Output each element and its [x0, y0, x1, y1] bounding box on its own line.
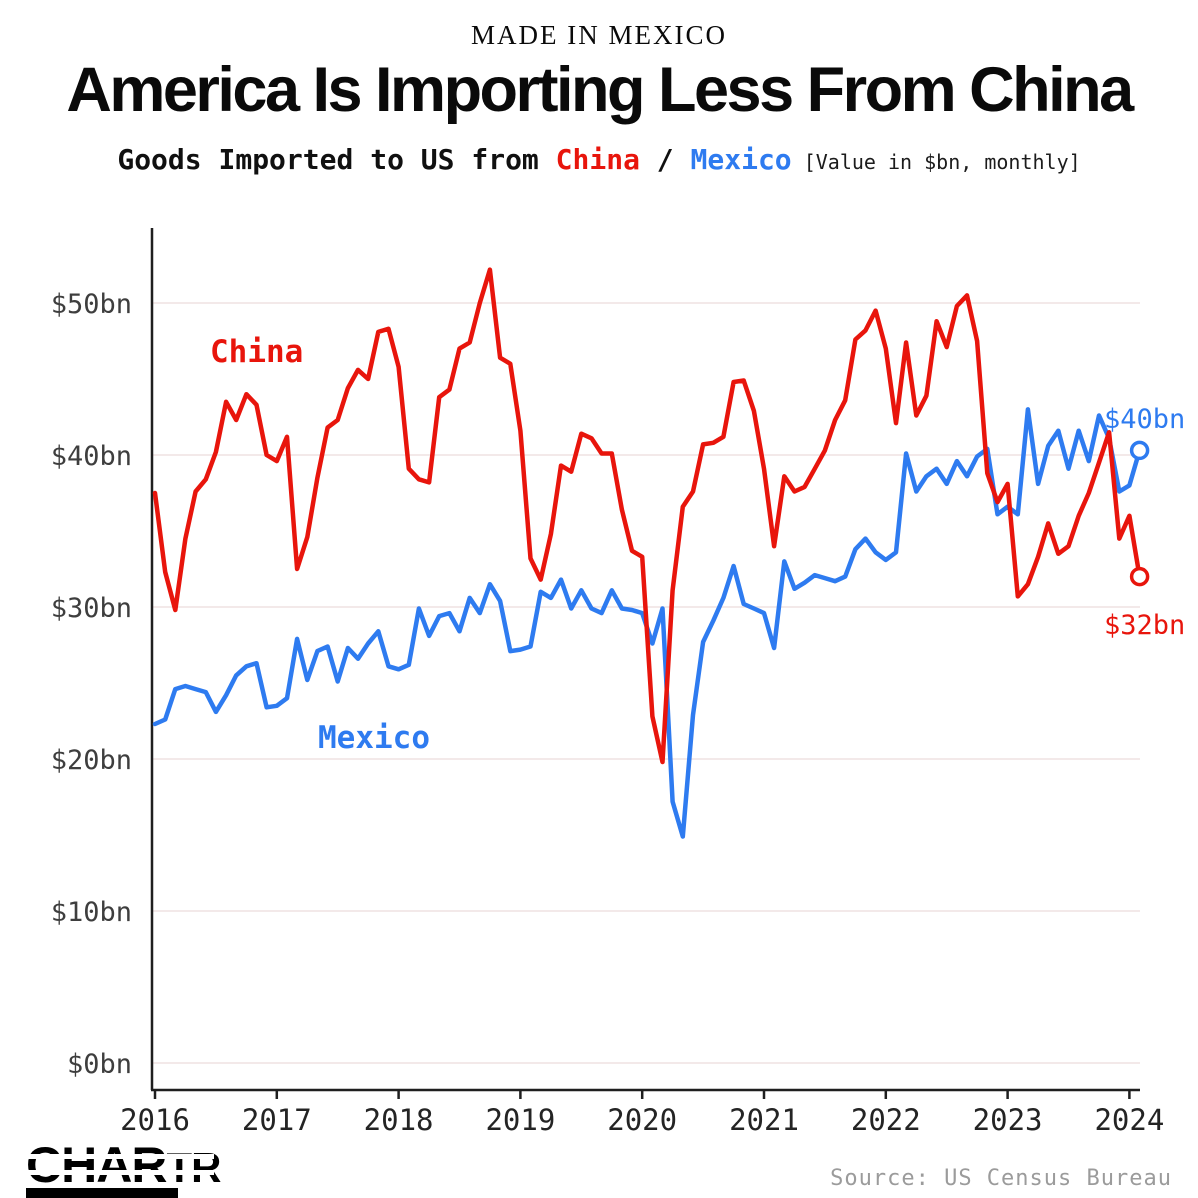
y-tick-label: $20bn [51, 745, 132, 776]
subtitle-china-label: China [555, 143, 640, 176]
page-title: America Is Importing Less From China [66, 55, 1134, 125]
source-credit: Source: US Census Bureau [830, 1166, 1172, 1191]
x-tick-label: 2021 [729, 1103, 799, 1137]
end-marker-mexico [1129, 440, 1150, 461]
logo-text-part1: CHAR [26, 1137, 167, 1193]
series-label-mexico: Mexico [318, 720, 430, 756]
x-tick-label: 2020 [607, 1103, 677, 1137]
x-tick-label: 2024 [1094, 1103, 1164, 1137]
subtitle-mexico-label: Mexico [690, 143, 792, 176]
subtitle: Goods Imported to US from China / Mexico… [0, 143, 1198, 176]
end-value-label-mexico: $40bn [1104, 404, 1185, 435]
subtitle-note: [Value in $bn, monthly] [791, 150, 1081, 174]
chartr-logo: CHARTR [26, 1137, 221, 1193]
x-tick-label: 2018 [364, 1103, 434, 1137]
x-tick-label: 2023 [973, 1103, 1043, 1137]
y-tick-label: $50bn [51, 289, 132, 320]
subtitle-separator: / [639, 143, 691, 176]
y-tick-label: $40bn [51, 441, 132, 472]
x-tick-label: 2019 [485, 1103, 555, 1137]
end-value-label-china: $32bn [1104, 610, 1185, 641]
series-label-china: China [210, 334, 303, 370]
kicker: MADE IN MEXICO [471, 20, 727, 50]
end-marker-china [1129, 566, 1150, 587]
y-tick-label: $0bn [67, 1049, 132, 1080]
y-tick-label: $10bn [51, 897, 132, 928]
series-line-china [152, 267, 1142, 765]
subtitle-prefix: Goods Imported to US from [117, 143, 556, 176]
logo-underline-bar [26, 1188, 178, 1198]
y-tick-label: $30bn [51, 593, 132, 624]
x-tick-label: 2017 [242, 1103, 312, 1137]
x-tick-label: 2022 [851, 1103, 921, 1137]
logo-text-part2: TR [166, 1144, 221, 1191]
x-tick-label: 2016 [120, 1103, 190, 1137]
